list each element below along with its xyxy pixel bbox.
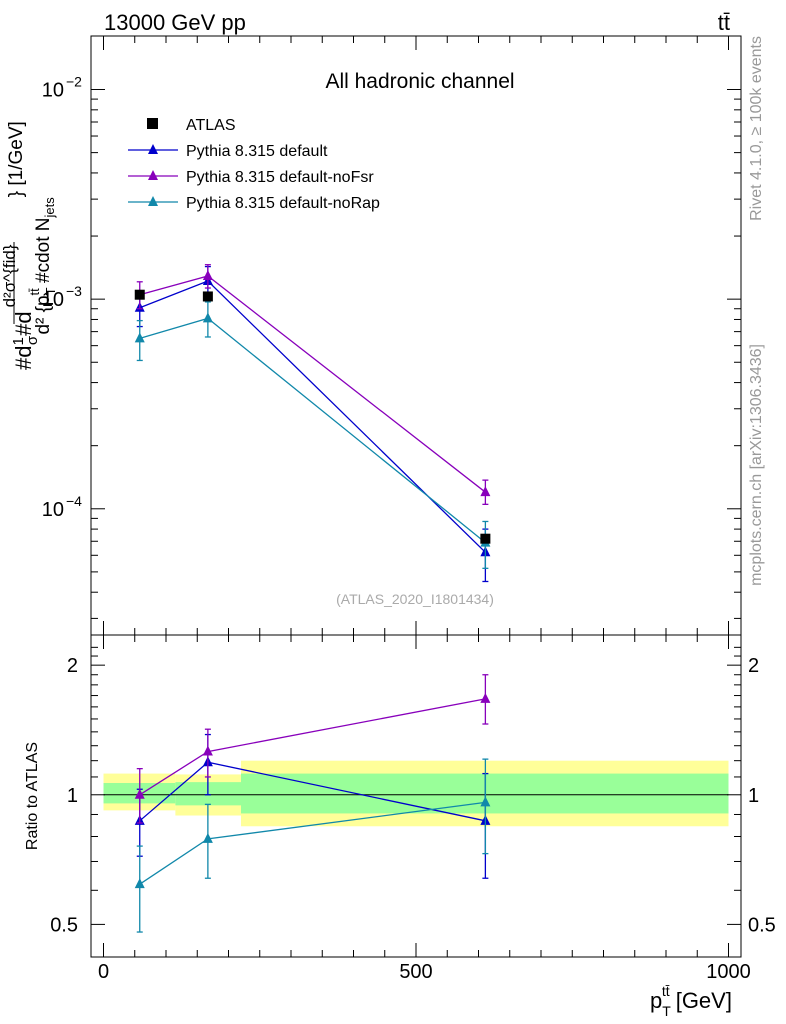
ratio-ytick-labels: 0.5 0.5 1 1 2 2	[50, 655, 776, 936]
legend-label-nofsr: Pythia 8.315 default-noFsr	[186, 169, 374, 186]
xlabel-part-t: T	[662, 1003, 671, 1019]
ratio-series-group	[134, 674, 491, 933]
ratio-xtick-labels: 0 500 1000	[98, 961, 751, 983]
legend: ATLAS Pythia 8.315 default Pythia 8.315 …	[128, 117, 380, 212]
mcplots-label: mcplots.cern.ch [arXiv:1306.3436]	[748, 344, 765, 586]
ratio-norap-marker	[134, 878, 145, 889]
ylabel-part-d2p: d² {p	[33, 295, 54, 334]
ratio-ylabel: Ratio to ATLAS	[24, 742, 41, 850]
main-ytick-label: 10	[42, 289, 64, 311]
main-ylabel-text: #d1σ#dd²σ^{fid}d² {pTtt̄ #cdot Njets} [1…	[0, 121, 58, 370]
ratio-ytick-label-right: 2	[748, 655, 759, 677]
ylabel-part-sigma: σ	[24, 335, 41, 345]
main-panel: All hadronic channel (ATLAS_2020_I180143…	[0, 35, 742, 636]
legend-label-atlas: ATLAS	[186, 117, 236, 134]
main-norap-line	[139, 317, 486, 544]
legend-marker-atlas	[147, 118, 158, 129]
xlabel-part-unit: [GeV]	[670, 988, 732, 1013]
ratio-xtick-label: 1000	[706, 961, 751, 983]
main-ytick-label: 10	[42, 499, 64, 521]
ylabel-part-unit: } [1/GeV]	[6, 121, 27, 197]
ratio-xlabel: pTtt̄ [GeV]	[650, 983, 732, 1019]
main-axis-ticks	[91, 36, 741, 635]
ratio-nofsr-marker	[480, 692, 491, 703]
main-ytick-labels: 10−210−310−4	[42, 74, 82, 521]
main-atlas-point	[134, 289, 145, 300]
ratio-norap-marker	[480, 796, 491, 807]
main-atlas-point	[480, 533, 491, 544]
ylabel-part-d2sigma: d²σ^{fid}	[0, 244, 19, 307]
ylabel-part-jets: jets	[42, 197, 57, 219]
rivet-label: Rivet 4.1.0, ≥ 100k events	[748, 36, 765, 221]
ratio-ytick-label-left: 0.5	[50, 914, 78, 936]
legend-marker-norap	[148, 196, 158, 206]
ratio-nofsr-marker	[134, 788, 145, 799]
xlabel-part-p: p	[650, 988, 662, 1013]
main-ytick-exponent: −2	[66, 74, 82, 90]
main-ylabel: #d1σ#dd²σ^{fid}d² {pTtt̄ #cdot Njets} [1…	[0, 121, 58, 370]
main-norap-marker	[134, 332, 145, 343]
ylabel-part-ttbar: tt̄	[27, 288, 42, 296]
legend-marker-nofsr	[148, 170, 158, 180]
xlabel-part-ttbar: tt̄	[662, 983, 670, 999]
ratio-ytick-label-right: 0.5	[748, 914, 776, 936]
main-nofsr-marker	[480, 486, 491, 497]
main-ytick-label: 10	[42, 80, 64, 102]
ratio-panel: 0.5 0.5 1 1 2 2 0 500 1000 Ratio to ATLAS pTtt̄…	[24, 634, 776, 1019]
ratio-ytick-label-left: 1	[67, 785, 78, 807]
analysis-watermark: (ATLAS_2020_I1801434)	[336, 591, 494, 607]
ylabel-part-hashd2: #d	[11, 311, 36, 335]
ratio-ytick-label-right: 1	[748, 785, 759, 807]
legend-label-default: Pythia 8.315 default	[186, 143, 328, 160]
main-series-group	[134, 264, 491, 583]
main-title: All hadronic channel	[325, 70, 514, 93]
ratio-xtick-label: 0	[98, 961, 109, 983]
ratio-xtick-label: 500	[399, 961, 432, 983]
ratio-axis-ticks	[91, 635, 741, 957]
main-norap-marker	[202, 312, 213, 323]
ylabel-part-hashd: #d	[11, 346, 36, 370]
ylabel-part-cdot: #cdot N	[33, 217, 54, 288]
main-ytick-exponent: −4	[66, 493, 82, 509]
legend-marker-default	[148, 144, 158, 154]
process-label: tt̄	[718, 10, 730, 35]
main-atlas-point	[202, 291, 213, 302]
ylabel-part-one: 1	[10, 337, 27, 345]
ratio-ytick-label-left: 2	[67, 655, 78, 677]
main-nofsr-marker	[202, 269, 213, 280]
ratio-nofsr-marker	[202, 745, 213, 756]
main-default-line	[139, 280, 486, 553]
ylabel-part-t: T	[43, 287, 58, 295]
ratio-uncertainty-bands	[103, 760, 729, 827]
main-ytick-exponent: −3	[66, 283, 82, 299]
legend-label-norap: Pythia 8.315 default-noRap	[186, 195, 380, 212]
ratio-norap-marker	[202, 832, 213, 843]
energy-label: 13000 GeV pp	[104, 10, 246, 35]
